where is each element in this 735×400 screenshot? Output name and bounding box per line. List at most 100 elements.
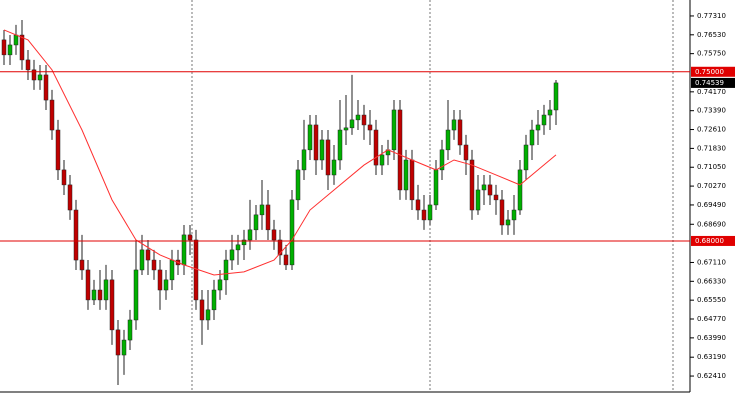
y-tick-label: 0.75750 [697,50,726,58]
level-label: 0.75000 [695,68,724,76]
candle-body [457,119,463,146]
candle-body [157,269,163,291]
candle-body [433,169,439,206]
candle-body [481,184,487,191]
candle-body [139,249,145,271]
level-label-box [691,235,735,246]
candle-body [193,239,199,301]
candle-body [373,129,379,166]
candle-body [223,259,229,281]
y-tick-label: 0.73390 [697,107,726,115]
candle-body [289,199,295,266]
y-tick-label: 0.74170 [697,88,726,96]
y-tick-label: 0.76530 [697,31,726,39]
candle-body [85,269,91,301]
candle-body [283,254,289,266]
candle-body [235,244,241,251]
last-price-label: 0.74539 [695,79,724,87]
candle-body [31,69,37,81]
y-tick-label: 0.66330 [697,277,726,285]
candle-body [493,194,499,201]
y-tick-label: 0.72610 [697,126,726,134]
candle-body [91,289,97,301]
candle-body [427,204,433,221]
candle-body [499,199,505,226]
candle-body [151,259,157,271]
candle-body [469,159,475,211]
candle-body [247,229,253,241]
candle-body [325,139,331,176]
candle-body [259,204,265,216]
y-tick-label: 0.68690 [697,220,726,228]
candle-body [361,114,367,126]
candle-body [337,129,343,161]
candle-body [529,129,535,146]
candle-body [523,144,529,171]
candle-body [355,114,361,121]
candle-body [181,234,187,266]
candle-body [367,124,373,131]
candle-body [217,279,223,291]
candle-body [163,279,169,291]
last-price-box [691,77,735,88]
candle-body [229,249,235,261]
candle-body [541,114,547,126]
candle-body [313,124,319,161]
candle-body [211,289,217,311]
candle-body [511,209,517,221]
candle-body [25,59,31,71]
level-label-box [691,66,735,77]
candle-body [265,204,271,231]
candle-body [199,299,205,321]
candle-body [37,74,43,81]
candle-body [439,149,445,171]
candle-body [241,239,247,246]
candle-body [73,209,79,261]
candle-body [421,209,427,221]
candle-body [187,234,193,241]
candle-body [97,289,103,301]
y-tick-label: 0.63990 [697,334,726,342]
candle-body [1,39,7,56]
candle-body [55,129,61,171]
candle-body [61,169,67,186]
candle-body [379,154,385,166]
candle-body [67,184,73,211]
candle-body [475,189,481,211]
candle-body [103,279,109,301]
candle-body [391,109,397,151]
candle-body [403,159,409,191]
y-tick-label: 0.65550 [697,296,726,304]
y-tick-label: 0.69490 [697,201,726,209]
candle-body [295,169,301,201]
level-label: 0.68000 [695,237,724,245]
candle-body [331,159,337,176]
candle-body [109,279,115,331]
candle-body [271,229,277,241]
moving-average [3,29,557,276]
candle-body [397,109,403,191]
y-tick-label: 0.70270 [697,182,726,190]
candle-body [547,109,553,116]
candle-body [79,259,85,271]
candle-body [319,139,325,161]
candle-body [121,339,127,356]
candle-body [253,214,259,231]
candle-body [307,124,313,151]
candle-body [115,329,121,356]
candle-body [13,34,19,46]
candle-body [553,82,559,111]
y-tick-label: 0.71830 [697,144,726,152]
candle-body [145,249,151,261]
candle-body [451,119,457,131]
candle-body [517,169,523,211]
candle-body [169,259,175,281]
candle-body [43,74,49,101]
candle-body [301,149,307,171]
candle-body [49,99,55,131]
candle-body [277,239,283,256]
y-tick-label: 0.62410 [697,372,726,380]
candle-body [343,127,349,131]
candle-body [463,144,469,161]
